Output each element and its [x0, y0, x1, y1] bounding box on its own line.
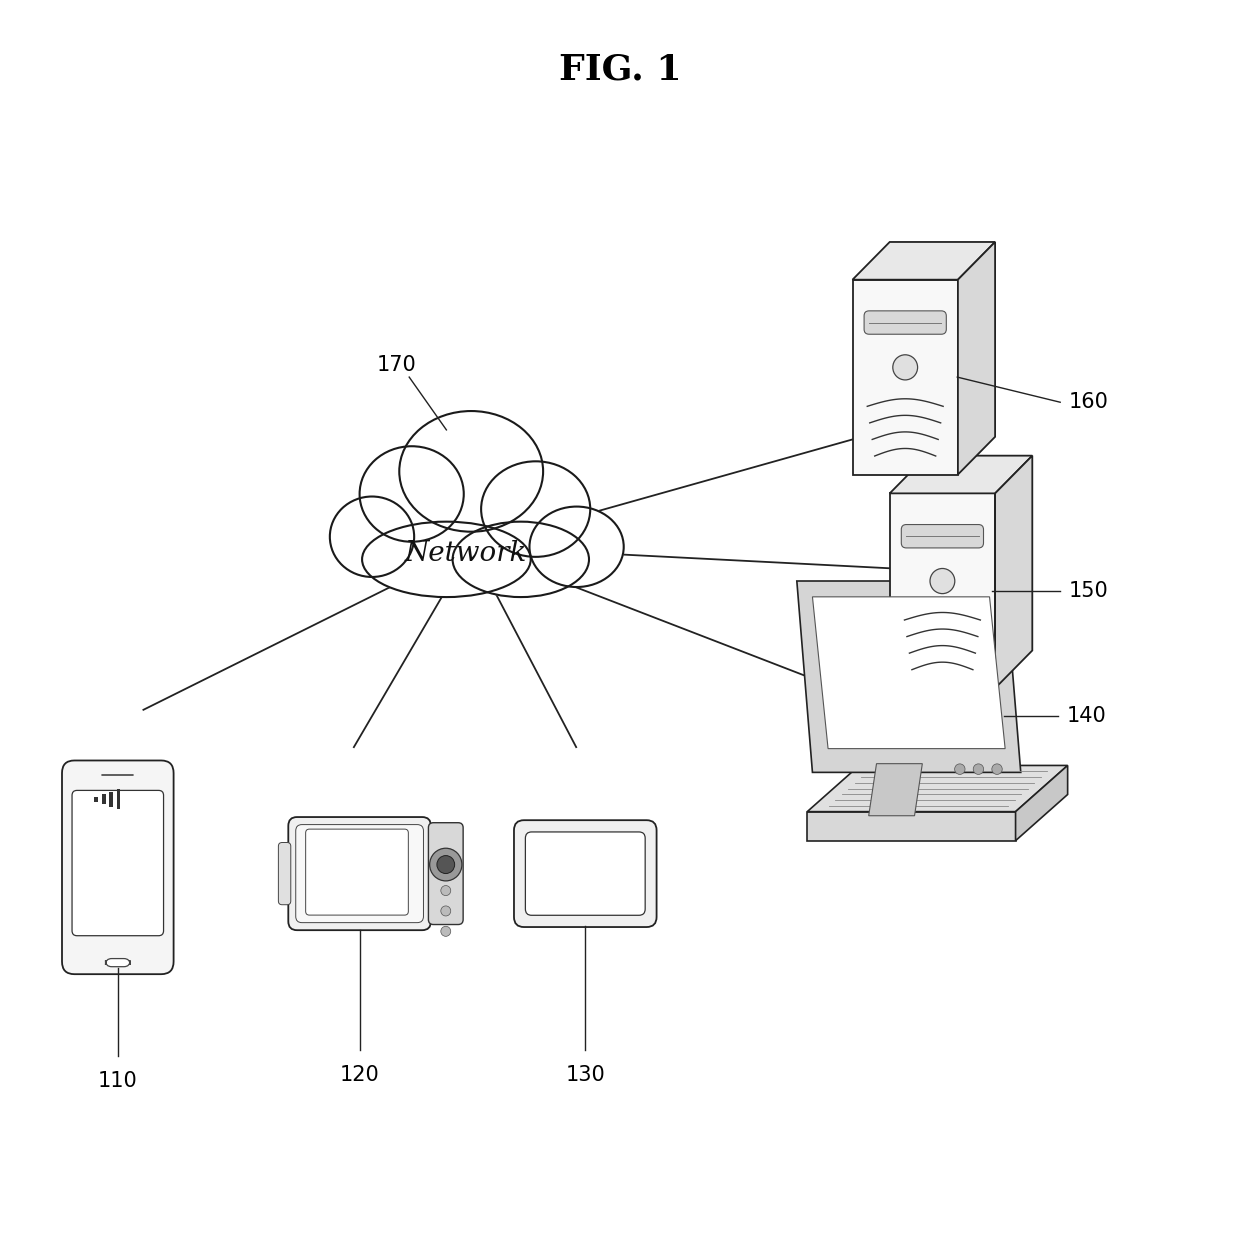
Polygon shape — [109, 792, 113, 807]
Circle shape — [930, 568, 955, 593]
FancyBboxPatch shape — [288, 817, 432, 930]
Text: 170: 170 — [377, 354, 417, 375]
Ellipse shape — [481, 461, 590, 557]
Ellipse shape — [330, 497, 414, 577]
Circle shape — [893, 354, 918, 380]
Polygon shape — [957, 243, 994, 475]
FancyBboxPatch shape — [62, 760, 174, 974]
Text: 110: 110 — [98, 1071, 138, 1091]
FancyBboxPatch shape — [278, 842, 290, 905]
FancyBboxPatch shape — [296, 825, 424, 923]
Text: 140: 140 — [1066, 706, 1106, 727]
FancyBboxPatch shape — [901, 524, 983, 548]
Polygon shape — [1016, 766, 1068, 841]
Polygon shape — [853, 243, 994, 280]
Polygon shape — [807, 766, 1068, 812]
Polygon shape — [797, 581, 1021, 772]
Circle shape — [955, 764, 965, 774]
Polygon shape — [890, 455, 1032, 494]
Text: 160: 160 — [1069, 392, 1109, 412]
FancyBboxPatch shape — [864, 310, 946, 334]
Text: 130: 130 — [565, 1065, 605, 1085]
FancyBboxPatch shape — [105, 959, 130, 967]
Circle shape — [441, 926, 451, 936]
Ellipse shape — [453, 522, 589, 597]
Polygon shape — [102, 794, 105, 804]
Ellipse shape — [399, 411, 543, 532]
Circle shape — [992, 764, 1002, 774]
Polygon shape — [890, 494, 994, 689]
Polygon shape — [94, 797, 98, 802]
Text: FIG. 1: FIG. 1 — [559, 52, 681, 87]
Circle shape — [441, 886, 451, 896]
Ellipse shape — [360, 446, 464, 542]
Polygon shape — [812, 597, 1006, 749]
FancyBboxPatch shape — [526, 832, 645, 915]
FancyBboxPatch shape — [305, 830, 408, 915]
Circle shape — [429, 848, 463, 881]
Polygon shape — [994, 455, 1032, 689]
FancyBboxPatch shape — [515, 821, 657, 928]
Ellipse shape — [362, 522, 531, 597]
Circle shape — [436, 856, 455, 874]
Polygon shape — [869, 764, 923, 816]
Ellipse shape — [529, 507, 624, 587]
Polygon shape — [853, 280, 957, 475]
FancyBboxPatch shape — [429, 823, 464, 925]
Text: Network: Network — [405, 539, 527, 567]
Circle shape — [441, 906, 451, 916]
Polygon shape — [117, 789, 120, 810]
Text: 150: 150 — [1069, 581, 1109, 601]
Circle shape — [973, 764, 983, 774]
Text: 120: 120 — [340, 1065, 379, 1085]
FancyBboxPatch shape — [72, 791, 164, 935]
Polygon shape — [807, 812, 1016, 841]
